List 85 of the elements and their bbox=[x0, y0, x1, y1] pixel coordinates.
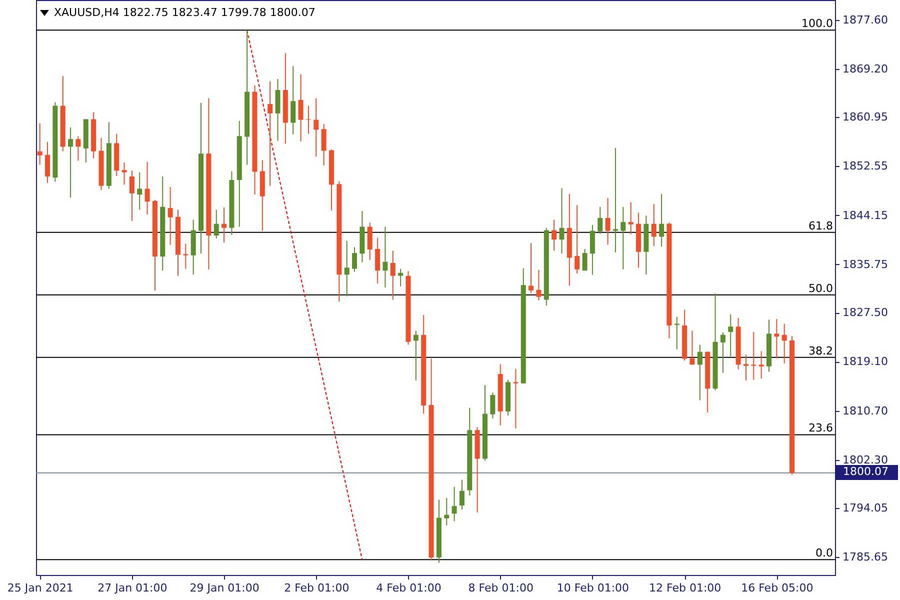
x-tick-label: 4 Feb 01:00 bbox=[376, 582, 442, 594]
candlestick bbox=[144, 161, 150, 215]
candlestick bbox=[590, 224, 595, 276]
y-tick-label: 1794.05 bbox=[842, 502, 888, 515]
candlestick bbox=[651, 203, 656, 247]
y-tick-label: 1802.30 bbox=[842, 453, 888, 466]
candlestick bbox=[513, 368, 518, 429]
candlestick bbox=[758, 350, 764, 380]
candlestick bbox=[321, 123, 326, 166]
y-tick-label: 1810.70 bbox=[842, 404, 888, 418]
candlestick bbox=[536, 269, 542, 301]
candlestick bbox=[275, 78, 280, 142]
y-tick-label: 1785.65 bbox=[842, 550, 888, 564]
candlestick bbox=[459, 479, 464, 510]
ref-line-label: 1800.07 bbox=[836, 465, 898, 480]
candlestick bbox=[413, 330, 418, 381]
text: XAUUSD,H4 1822.75 1823.47 1799.78 1800.07 bbox=[54, 6, 316, 19]
candlestick bbox=[697, 344, 702, 401]
ref-line-label: 50.0 bbox=[808, 282, 833, 295]
y-tick-label: 1835.75 bbox=[842, 258, 888, 271]
candlestick bbox=[582, 248, 588, 272]
candlestick bbox=[214, 209, 219, 239]
candlestick bbox=[490, 392, 496, 419]
x-tick-label: 29 Jan 01:00 bbox=[190, 582, 260, 594]
candlestick bbox=[559, 188, 564, 254]
ref-line-label: 38.2 bbox=[808, 344, 833, 358]
candlestick bbox=[628, 202, 634, 235]
x-tick-label: 10 Feb 01:00 bbox=[556, 582, 630, 594]
candlestick bbox=[620, 206, 626, 270]
candlestick bbox=[390, 250, 396, 300]
candlestick bbox=[137, 172, 142, 210]
candlestick bbox=[720, 332, 726, 374]
candlestick bbox=[782, 323, 787, 364]
candlestick bbox=[183, 243, 188, 270]
candlestick bbox=[674, 316, 680, 350]
candlestick bbox=[37, 122, 42, 166]
ref-line-label: 100.0 bbox=[802, 17, 833, 30]
candlestick bbox=[222, 206, 227, 244]
ref-line-label: 23.6 bbox=[808, 422, 833, 435]
y-tick-label: 1869.20 bbox=[842, 62, 888, 76]
candlestick bbox=[774, 318, 780, 359]
candlestick bbox=[298, 74, 304, 142]
candlestick bbox=[605, 198, 610, 246]
candlestick bbox=[314, 98, 319, 158]
candlestick bbox=[444, 497, 450, 526]
candlestick bbox=[344, 240, 350, 297]
ref-line-label: 0.0 bbox=[816, 546, 833, 560]
x-tick-label: 12 Feb 01:00 bbox=[648, 582, 722, 594]
x-tick-label: 2 Feb 01:00 bbox=[284, 582, 350, 594]
ref-line-label: 61.8 bbox=[808, 219, 833, 232]
candlestick bbox=[367, 222, 372, 261]
y-tick-label: 1844.15 bbox=[842, 208, 888, 222]
candlestick bbox=[306, 105, 311, 134]
x-tick-label: 8 Feb 01:00 bbox=[468, 582, 534, 594]
y-tick-label: 1877.60 bbox=[842, 13, 888, 26]
candlestick bbox=[68, 126, 74, 198]
candlestick bbox=[76, 136, 81, 162]
candlestick bbox=[452, 486, 457, 522]
candlestick bbox=[168, 186, 173, 246]
candlestick bbox=[690, 330, 695, 366]
candlestick bbox=[268, 80, 273, 186]
candlestick bbox=[552, 219, 557, 252]
candlestick bbox=[122, 162, 127, 186]
candlestick bbox=[751, 331, 756, 380]
x-tick-label: 16 Feb 05:00 bbox=[741, 582, 814, 594]
candlestick bbox=[382, 226, 388, 288]
x-tick-label: 27 Jan 01:00 bbox=[98, 582, 168, 594]
candlestick bbox=[743, 354, 748, 381]
candlestick bbox=[45, 141, 50, 184]
candlestick bbox=[728, 314, 734, 357]
x-tick-label: 25 Jan 2021 bbox=[7, 582, 74, 594]
y-tick-label: 1819.10 bbox=[842, 355, 888, 368]
y-tick-label: 1860.95 bbox=[842, 110, 888, 124]
candlestick bbox=[612, 147, 618, 253]
candlestick bbox=[574, 204, 580, 274]
candlestick bbox=[375, 237, 380, 284]
candlestick bbox=[398, 268, 404, 287]
y-tick-label: 1827.50 bbox=[842, 306, 888, 320]
candlestick bbox=[528, 242, 534, 294]
candlestick bbox=[290, 66, 296, 135]
candlestick bbox=[598, 206, 603, 234]
y-tick-label: 1852.55 bbox=[842, 160, 888, 173]
candlestick bbox=[659, 194, 664, 248]
candlestick bbox=[352, 246, 358, 272]
candlestick bbox=[129, 170, 134, 222]
